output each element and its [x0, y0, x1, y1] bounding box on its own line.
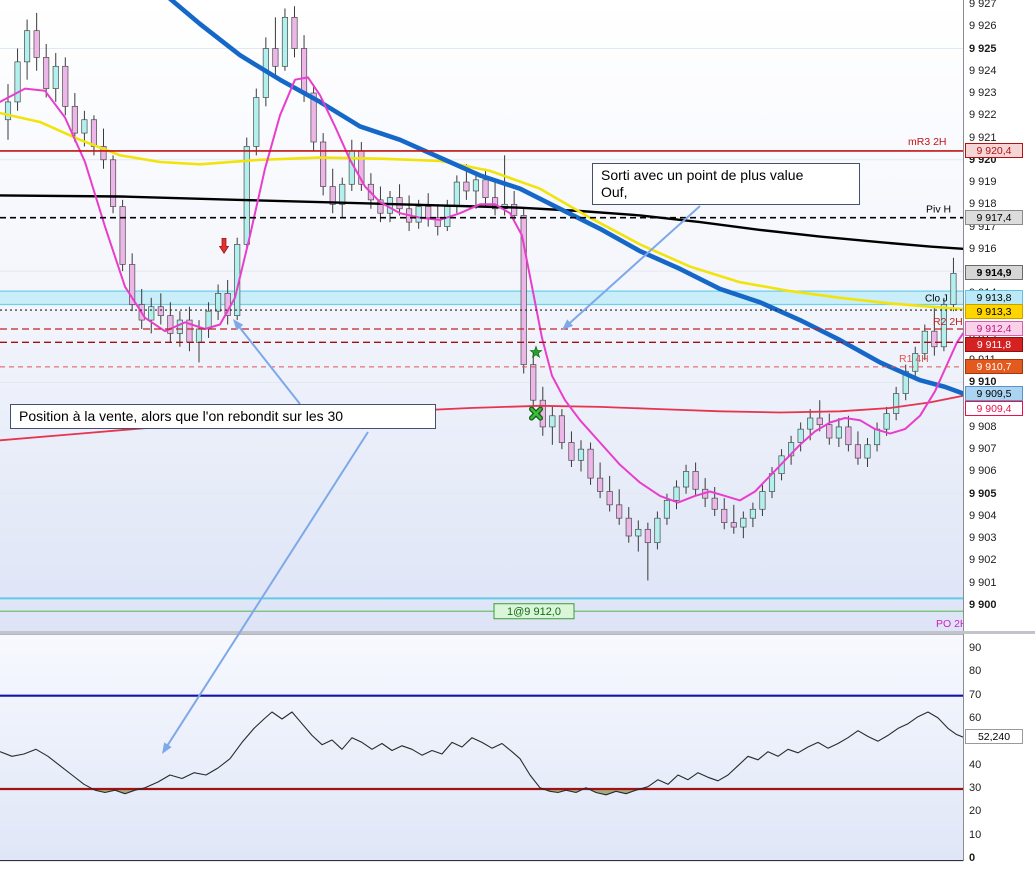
price-tick: 9 910 — [969, 376, 997, 389]
price-tick: 9 901 — [969, 576, 997, 589]
price-axis[interactable]: 9 900 9 901 9 902 9 903 9 904 9 905 9 906 9 907… — [963, 0, 1035, 632]
rsi-tick: 80 — [969, 665, 982, 678]
rsi-indicator-panel[interactable] — [0, 634, 963, 862]
rsi-tick: 10 — [969, 828, 982, 841]
rsi-tick: 40 — [969, 758, 982, 771]
annotation-note-exit[interactable]: Sorti avec un point de plus value Ouf, — [592, 163, 860, 205]
price-tick: 9 906 — [969, 465, 997, 478]
rsi-tick: 30 — [969, 782, 982, 794]
price-tick: 9 905 — [969, 487, 997, 500]
price-tick: 9 927 — [969, 0, 997, 10]
price-tick: 9 921 — [969, 131, 997, 144]
level-label-R2-2H: R2 2H — [933, 316, 963, 328]
rsi-chart[interactable] — [0, 635, 963, 862]
candlestick-chart[interactable]: mR3 2H Piv H R2 2H R1 4H Clo J 1@9 912,0 PO 2H — [0, 0, 963, 632]
price-tick: 9 900 — [969, 599, 997, 611]
price-tick: 9 907 — [969, 443, 997, 456]
price-level-label: 9 911,8 — [965, 337, 1023, 352]
price-level-label: 9 913,8 — [965, 290, 1023, 305]
rsi-tick: 20 — [969, 805, 982, 818]
price-level-label: 9 913,3 — [965, 304, 1023, 319]
price-tick: 9 903 — [969, 532, 997, 545]
price-tick: 9 926 — [969, 20, 997, 33]
position-label: 1@9 912,0 — [507, 606, 561, 618]
price-tick: 9 922 — [969, 109, 997, 122]
price-tick: 9 925 — [969, 42, 997, 55]
rsi-tick: 60 — [969, 712, 982, 725]
price-tick: 9 918 — [969, 198, 997, 211]
price-tick: 9 904 — [969, 509, 997, 522]
price-tick: 9 924 — [969, 64, 997, 77]
ma-yellow-100 — [0, 111, 963, 311]
ma-magenta-fast — [0, 76, 963, 504]
price-level-label: 9 914,9 — [965, 265, 1023, 280]
price-level-label: 9 910,7 — [965, 359, 1023, 374]
rsi-axis[interactable]: 010203040506070809052,240 — [963, 634, 1035, 864]
price-level-label: 9 909,5 — [965, 386, 1023, 401]
price-tick: 9 902 — [969, 554, 997, 567]
price-tick: 9 916 — [969, 242, 997, 255]
star-marker — [529, 345, 543, 358]
price-tick: 9 919 — [969, 176, 997, 189]
level-label-Piv-H: Piv H — [926, 204, 951, 216]
level-label-R1-4H: R1 4H — [899, 353, 929, 365]
price-level-label: 9 912,4 — [965, 321, 1023, 336]
candles — [4, 6, 957, 581]
panel-separator[interactable] — [0, 631, 1035, 634]
position-label-box — [493, 603, 575, 620]
price-level-label: 9 909,4 — [965, 401, 1023, 416]
rsi-tick: 0 — [969, 852, 976, 864]
rsi-line — [0, 711, 963, 796]
cross-marker — [530, 407, 542, 420]
price-chart-panel[interactable]: mR3 2H Piv H R2 2H R1 4H Clo J 1@9 912,0 PO 2H — [0, 0, 963, 632]
level-label-mR3-2H: mR3 2H — [908, 136, 947, 148]
annotation-note-entry[interactable]: Position à la vente, alors que l'on rebo… — [10, 404, 436, 429]
rsi-tick: 90 — [969, 642, 982, 655]
price-tick: 9 923 — [969, 87, 997, 100]
pivot-bottom-label: PO 2H — [936, 618, 963, 630]
sell-arrow-marker — [218, 237, 230, 254]
rsi-value-label: 52,240 — [965, 729, 1023, 744]
price-level-label: 9 920,4 — [965, 143, 1023, 158]
price-tick: 9 908 — [969, 420, 997, 433]
rsi-tick: 70 — [969, 688, 982, 701]
clo-j-label: Clo J — [925, 293, 948, 304]
price-level-label: 9 917,4 — [965, 210, 1023, 225]
close-day-band — [0, 291, 963, 305]
